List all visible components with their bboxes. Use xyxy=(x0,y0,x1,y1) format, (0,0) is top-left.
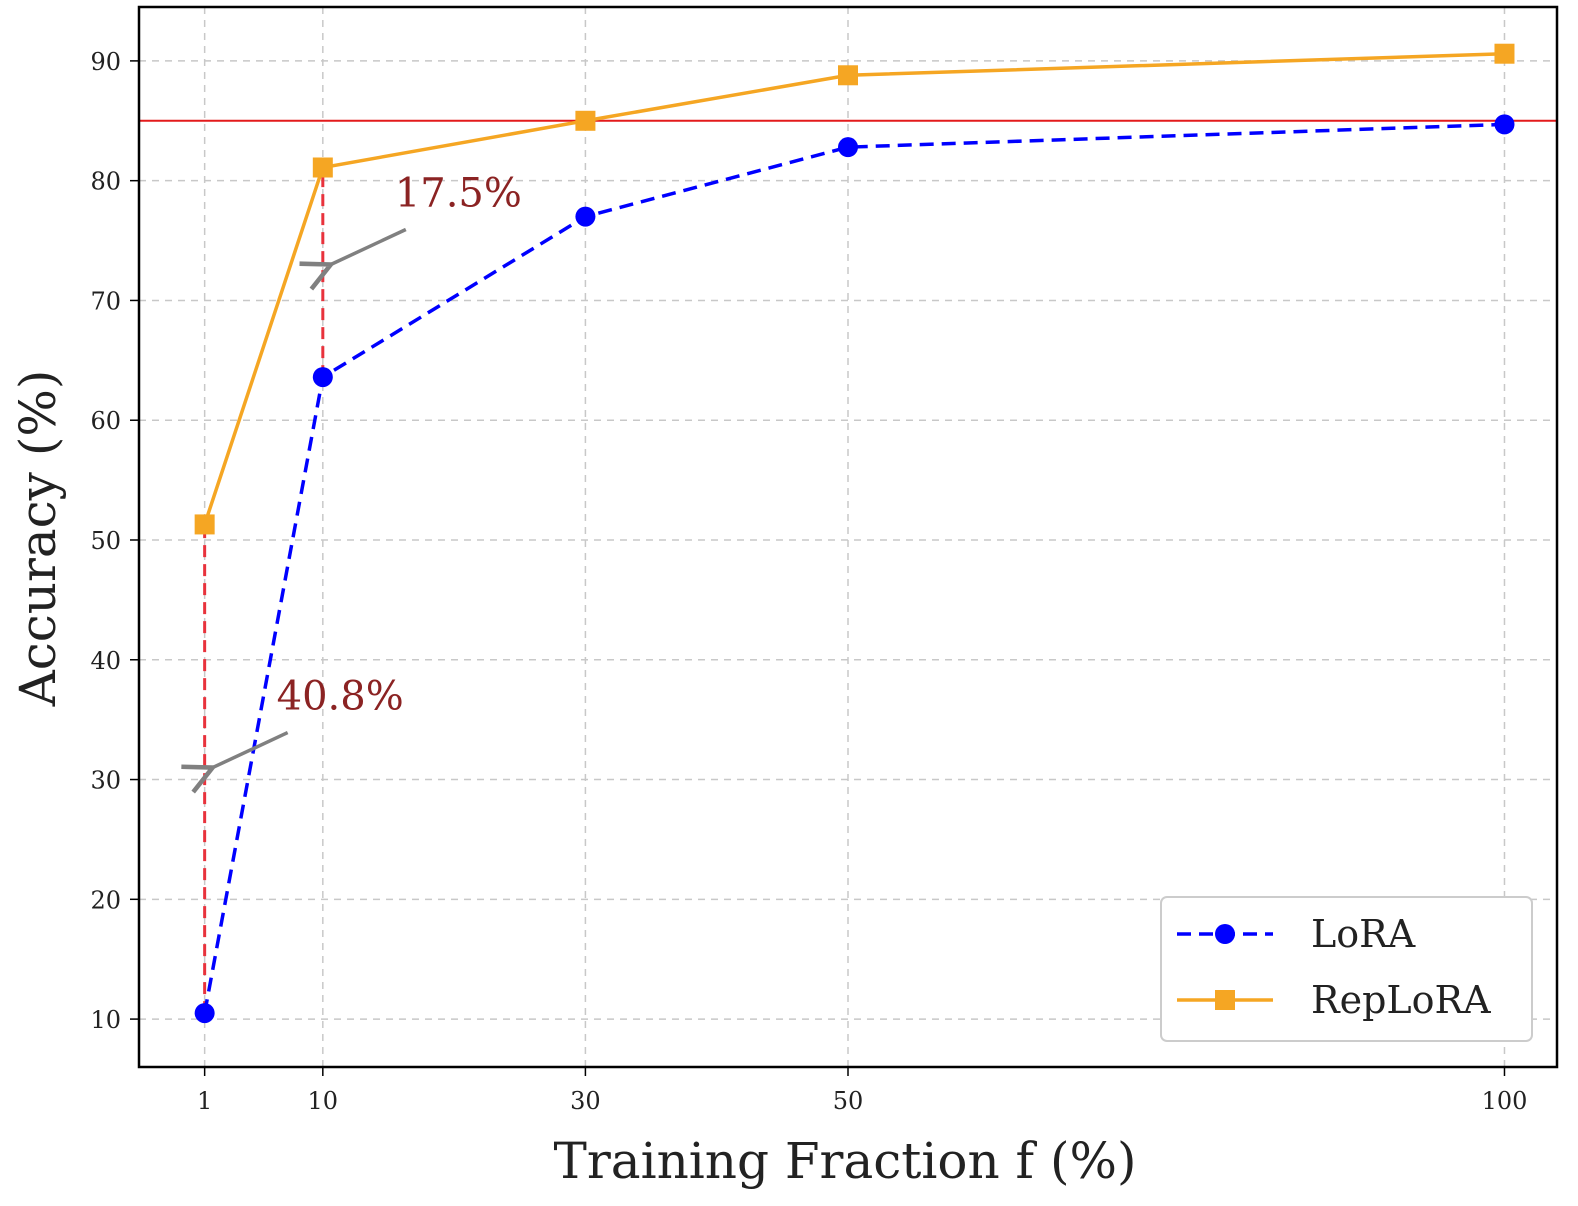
marker-lora xyxy=(1494,114,1515,135)
x-tick-label: 1 xyxy=(197,1087,212,1115)
y-tick-label: 30 xyxy=(90,767,121,795)
y-tick-label: 50 xyxy=(90,527,121,555)
legend-label-replora: RepLoRA xyxy=(1311,978,1491,1022)
y-tick-label: 10 xyxy=(90,1006,121,1034)
legend-marker-lora xyxy=(1215,924,1235,944)
y-tick-label: 20 xyxy=(90,886,121,914)
y-tick-label: 60 xyxy=(90,407,121,435)
legend: LoRA RepLoRA xyxy=(1160,896,1533,1042)
series-line-lora xyxy=(202,122,1505,1014)
marker-replora xyxy=(575,110,596,131)
x-axis-label: Training Fraction f (%) xyxy=(554,1132,1137,1190)
y-tick-label: 90 xyxy=(90,48,121,76)
y-tick-label: 40 xyxy=(90,647,121,675)
y-tick-label: 70 xyxy=(90,287,121,315)
annotation-arrow xyxy=(331,227,407,265)
marker-lora xyxy=(312,367,333,388)
legend-marker-replora xyxy=(1215,990,1235,1010)
annotations: 40.8% 17.5% xyxy=(213,171,522,768)
x-tick-label: 30 xyxy=(570,1087,601,1115)
series-line-replora xyxy=(202,51,1505,525)
x-tick-label: 50 xyxy=(833,1087,864,1115)
annotation-label: 40.8% xyxy=(277,674,404,720)
annotation-arrow xyxy=(213,730,289,768)
marker-replora xyxy=(312,157,333,178)
y-tick-label: 80 xyxy=(90,168,121,196)
x-tick-label: 10 xyxy=(308,1087,339,1115)
series-group xyxy=(194,43,1515,1024)
annotation-label: 17.5% xyxy=(395,171,522,217)
grid xyxy=(139,7,1557,1067)
ticks: 1 10 30 50 100 10 20 30 40 50 60 70 80 90 xyxy=(90,48,1527,1115)
marker-replora xyxy=(194,514,215,535)
marker-replora xyxy=(838,65,858,86)
legend-label-lora: LoRA xyxy=(1311,912,1416,956)
marker-lora xyxy=(575,206,596,227)
marker-lora xyxy=(194,1003,215,1024)
y-axis-label: Accuracy (%) xyxy=(9,370,67,708)
x-tick-label: 100 xyxy=(1482,1087,1528,1115)
marker-lora xyxy=(838,137,858,158)
gap-lines xyxy=(203,167,325,1014)
marker-replora xyxy=(1494,43,1515,64)
